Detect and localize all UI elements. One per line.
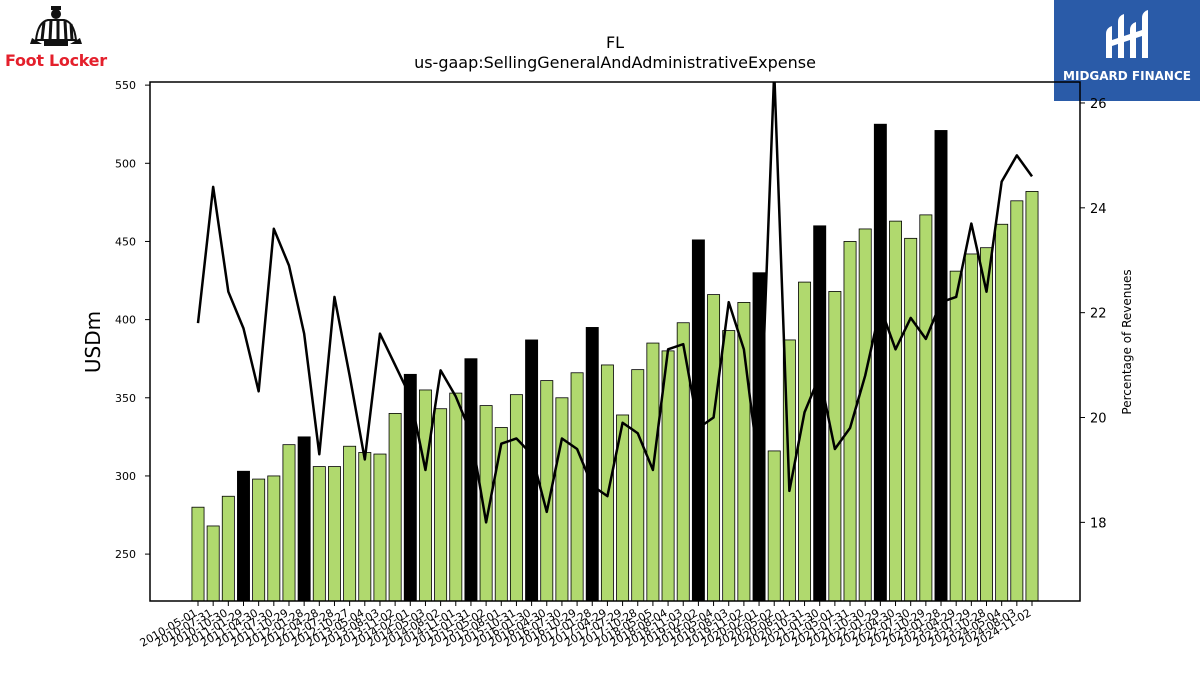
chart-title: FL [606,33,624,52]
y-tick-label: 350 [115,392,136,405]
y2-axis-label: Percentage of Revenues [1120,269,1134,414]
bar-2011-01-29 [237,470,250,602]
y-tick-label: 450 [115,235,136,248]
bar-2018-05-05 [646,342,660,602]
y-tick-label: 250 [115,548,136,561]
bar-2024-11-02 [1025,191,1039,602]
y2-tick-label: 26 [1090,97,1107,112]
bar-2020-10-31 [798,281,812,602]
bar-2012-01-28 [297,436,311,602]
bar-2016-07-30 [555,397,569,602]
bar-2015-08-01 [494,427,508,602]
y-tick-label: 300 [115,470,136,483]
bar-2013-11-02 [388,413,402,602]
y2-tick-label: 20 [1090,412,1107,427]
y-tick-label: 400 [115,314,136,327]
bar-2017-04-29 [600,364,614,602]
midgard-emblem-icon [1106,10,1148,58]
bar-2011-10-29 [282,444,296,602]
percentage-line [196,82,1034,524]
referee-icon [30,6,82,46]
chart-subtitle: us-gaap:SellingGeneralAndAdministrativeE… [414,53,816,72]
bar-2023-01-28 [934,130,948,602]
bar-series [191,123,1039,602]
bar-2020-05-02 [767,450,781,602]
y-tick-label: 550 [115,79,136,92]
bar-2012-07-28 [328,466,341,602]
midgard-finance-wordmark: MIDGARD FINANCE [1063,69,1191,83]
y-tick-label: 500 [115,157,136,170]
bar-2013-05-04 [358,452,372,602]
bar-2015-10-31 [509,394,523,602]
bar-2024-05-04 [995,223,1009,602]
y2-tick-label: 22 [1090,307,1107,322]
y-axis: 250 300 350 400 450 500 550 [115,79,150,561]
midgard-finance-logo: MIDGARD FINANCE [1054,0,1200,101]
bar-2010-07-31 [206,525,220,602]
bar-2023-07-29 [964,253,978,602]
bar-2015-01-31 [464,358,478,602]
x-axis: 2010-05-012010-07-312010-10-302011-01-29… [138,601,1034,650]
bar-2023-04-29 [949,270,963,602]
bar-2022-01-29 [873,123,887,602]
bar-2014-11-01 [449,392,463,602]
y2-tick-label: 24 [1090,202,1107,217]
line-series [196,82,1034,524]
bar-2022-07-30 [904,237,918,602]
bar-2016-10-29 [570,372,584,602]
bar-2017-10-28 [631,369,645,602]
bar-2011-07-30 [267,475,281,602]
bar-2014-08-02 [434,408,448,602]
y-axis-label: USDm [81,311,105,373]
bar-2010-05-01 [191,506,205,602]
bar-2021-10-30 [858,228,872,602]
bar-2014-02-01 [403,373,417,602]
bar-2014-05-03 [418,389,432,602]
bar-2024-08-03 [1010,200,1024,602]
y2-tick-label: 18 [1090,516,1107,531]
y2-axis: 18 20 22 24 26 [1080,97,1107,531]
bar-2012-04-28 [312,466,326,602]
bar-2021-07-31 [843,241,857,602]
bar-2022-04-30 [889,220,902,602]
bar-2022-10-29 [919,214,933,602]
bar-2023-10-28 [980,247,993,602]
bar-2017-01-28 [585,327,599,602]
bar-2013-08-03 [373,453,387,602]
bar-2019-02-02 [691,239,705,602]
bar-2019-05-04 [707,294,721,602]
bar-2012-10-27 [343,445,357,602]
plot-frame [149,81,1081,602]
bar-2011-04-30 [252,478,266,602]
bar-2021-01-30 [813,225,827,602]
bar-2019-08-03 [722,330,736,602]
bar-2010-10-30 [221,495,235,602]
foot-locker-logo: Foot Locker [2,4,110,72]
foot-locker-wordmark: Foot Locker [5,51,107,70]
